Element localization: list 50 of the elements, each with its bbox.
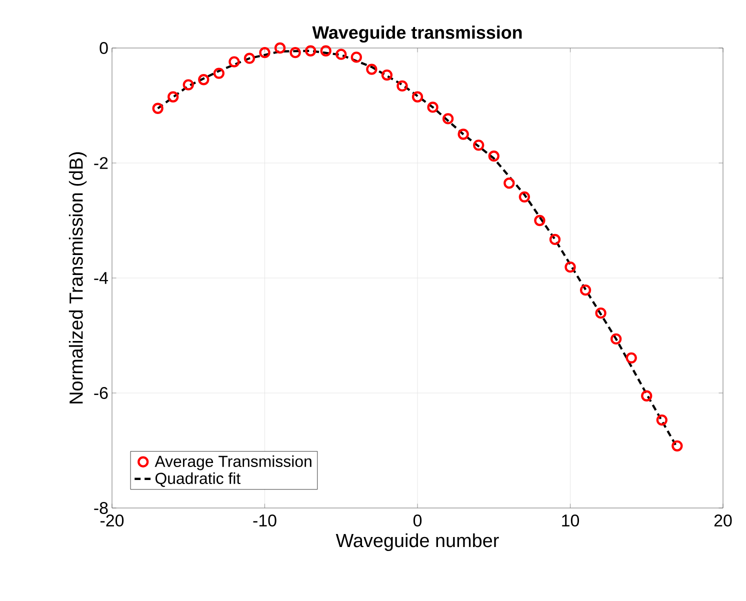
point bbox=[305, 45, 316, 56]
y-tick-label: -8 bbox=[94, 502, 108, 514]
y-tick-label: -6 bbox=[94, 387, 108, 399]
point bbox=[350, 52, 362, 63]
point bbox=[168, 91, 179, 102]
point bbox=[626, 352, 637, 364]
point bbox=[580, 284, 592, 296]
legend-label: Quadratic fit bbox=[155, 472, 241, 487]
y-axis-title: Normalized Transmission (dB) bbox=[68, 152, 87, 404]
y-tick-label: -2 bbox=[94, 157, 108, 169]
point bbox=[641, 390, 652, 402]
point bbox=[336, 48, 347, 60]
point bbox=[290, 47, 301, 58]
point bbox=[488, 150, 500, 162]
y-tick-label: -4 bbox=[94, 272, 108, 284]
point bbox=[320, 45, 332, 56]
point bbox=[534, 214, 546, 226]
x-tick-label: 20 bbox=[714, 514, 732, 527]
point bbox=[564, 261, 576, 273]
point bbox=[473, 140, 484, 151]
y-tick-label: 0 bbox=[100, 42, 108, 54]
point bbox=[396, 80, 408, 92]
x-tick-label: 10 bbox=[562, 514, 580, 527]
point bbox=[458, 128, 469, 140]
point bbox=[518, 191, 530, 202]
point bbox=[672, 440, 683, 452]
point bbox=[366, 64, 378, 75]
point bbox=[656, 414, 668, 426]
x-tick-label: -10 bbox=[253, 514, 276, 527]
x-axis-title: Waveguide number bbox=[336, 533, 499, 551]
x-tick-label: 0 bbox=[413, 514, 422, 527]
point bbox=[427, 102, 438, 113]
point bbox=[198, 74, 210, 86]
point bbox=[228, 56, 240, 68]
point bbox=[412, 91, 424, 102]
point bbox=[259, 47, 270, 58]
legend-label: Average Transmission bbox=[154, 455, 312, 470]
point bbox=[274, 42, 286, 54]
point bbox=[595, 307, 606, 319]
point bbox=[504, 178, 515, 189]
point bbox=[213, 68, 225, 79]
point bbox=[381, 69, 393, 81]
point bbox=[182, 79, 194, 90]
chart-title: Waveguide transmission bbox=[312, 26, 522, 42]
x-tick-label: -20 bbox=[100, 514, 124, 527]
point bbox=[610, 333, 622, 345]
point bbox=[549, 234, 561, 246]
point bbox=[152, 102, 164, 114]
point bbox=[442, 113, 454, 124]
point bbox=[244, 52, 256, 64]
